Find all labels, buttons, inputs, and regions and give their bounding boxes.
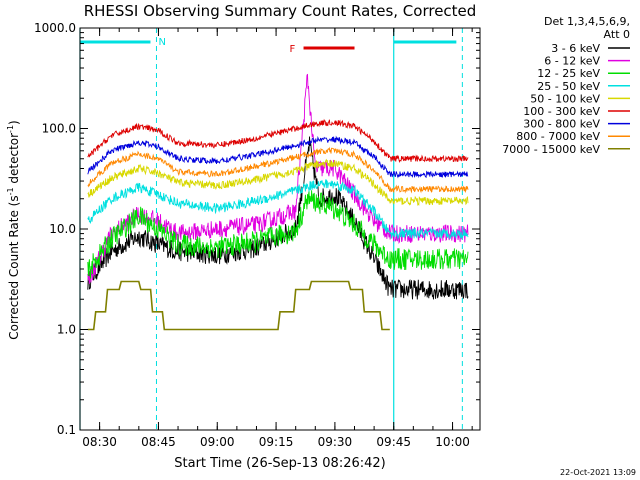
legend-entry-label: 50 - 100 keV: [530, 92, 600, 105]
legend-entry-label: 800 - 7000 keV: [516, 130, 600, 143]
y-tick-label: 100.0: [42, 122, 76, 136]
plot-area: N F 0.1 1.0 10.0 100.0 1000.0 08:30 08:45 09:00 09…: [34, 21, 481, 449]
y-tick-label: 1.0: [57, 323, 76, 337]
legend-entry-label: 6 - 12 keV: [544, 55, 600, 68]
x-tick-label: 08:45: [141, 435, 176, 449]
series-line: [87, 280, 390, 331]
series-line: [87, 158, 469, 206]
series-line: [87, 135, 469, 179]
y-tick-label: 0.1: [57, 423, 76, 437]
y-axis-label-end: ): [7, 120, 21, 125]
x-axis-label: Start Time (26-Sep-13 08:26:42): [174, 456, 385, 471]
legend-entry-label: 300 - 800 keV: [523, 118, 600, 131]
legend-entry-label: 25 - 50 keV: [537, 80, 600, 93]
series-line: [87, 179, 469, 240]
y-axis-label-mid: detector: [7, 133, 21, 188]
y-axis-label-sup2: -1: [6, 125, 15, 133]
chart-title: RHESSI Observing Summary Count Rates, Co…: [84, 2, 477, 20]
flare-marker-label: F: [290, 44, 296, 55]
series-line: [87, 190, 469, 279]
y-tick-label: 1000.0: [34, 21, 76, 35]
x-tick-label: 09:30: [318, 435, 353, 449]
x-tick-label: 09:00: [200, 435, 235, 449]
series-line: [87, 118, 469, 164]
y-axis-label: Corrected Count Rate (s-1 detector-1): [6, 120, 21, 339]
x-tick-label: 09:45: [376, 435, 411, 449]
legend-entry-label: 12 - 25 keV: [537, 67, 600, 80]
x-tick-label: 10:00: [435, 435, 470, 449]
timestamp: 22-Oct-2021 13:09: [560, 468, 636, 477]
legend-header-line2: Att 0: [604, 28, 630, 41]
x-tick-label: 08:30: [82, 435, 117, 449]
x-tick-label: 09:15: [259, 435, 294, 449]
night-marker-label: N: [158, 37, 165, 48]
y-axis-label-main: Corrected Count Rate (s: [7, 195, 21, 339]
series-line: [87, 73, 469, 284]
legend-entry-label: 100 - 300 keV: [523, 105, 600, 118]
y-tick-label: 10.0: [49, 222, 76, 236]
y-axis-label-sup1: -1: [6, 187, 15, 195]
series-line: [87, 146, 469, 194]
legend-header-line1: Det 1,3,4,5,6,9,: [544, 15, 630, 28]
legend-entry-label: 3 - 6 keV: [551, 42, 600, 55]
legend-entry-label: 7000 - 15000 keV: [502, 143, 600, 156]
